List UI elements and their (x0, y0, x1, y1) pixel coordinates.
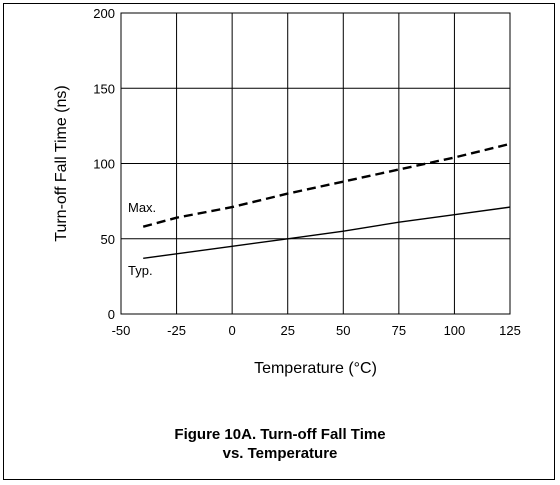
x-tick-label-75: 75 (392, 323, 406, 338)
y-tick-label-200: 200 (93, 6, 115, 21)
caption-line-2: vs. Temperature (0, 444, 560, 463)
series-lines (143, 144, 510, 258)
y-tick-labels: 0 50 100 150 200 (93, 6, 115, 322)
y-axis-title: Turn-off Fall Time (ns) (53, 85, 70, 241)
figure-caption: Figure 10A. Turn-off Fall Time vs. Tempe… (0, 425, 560, 463)
y-tick-label-50: 50 (101, 232, 115, 247)
x-tick-label-125: 125 (499, 323, 521, 338)
x-tick-label--25: -25 (167, 323, 186, 338)
series-label-typ: Typ. (128, 263, 153, 278)
y-tick-label-100: 100 (93, 157, 115, 172)
grid-lines (121, 13, 510, 314)
y-tick-label-150: 150 (93, 81, 115, 96)
y-tick-label-0: 0 (108, 307, 115, 322)
x-tick-label-50: 50 (336, 323, 350, 338)
x-tick-label--50: -50 (112, 323, 131, 338)
x-tick-label-25: 25 (280, 323, 294, 338)
series-label-max: Max. (128, 200, 156, 215)
x-tick-labels: -50 -25 0 25 50 75 100 125 (112, 323, 521, 338)
x-axis-title: Temperature (°C) (254, 360, 377, 377)
x-tick-label-100: 100 (444, 323, 466, 338)
x-tick-label-0: 0 (229, 323, 236, 338)
fall-time-chart: -50 -25 0 25 50 75 100 125 0 50 100 150 200 Max. Ty… (0, 0, 560, 420)
caption-line-1: Figure 10A. Turn-off Fall Time (0, 425, 560, 444)
